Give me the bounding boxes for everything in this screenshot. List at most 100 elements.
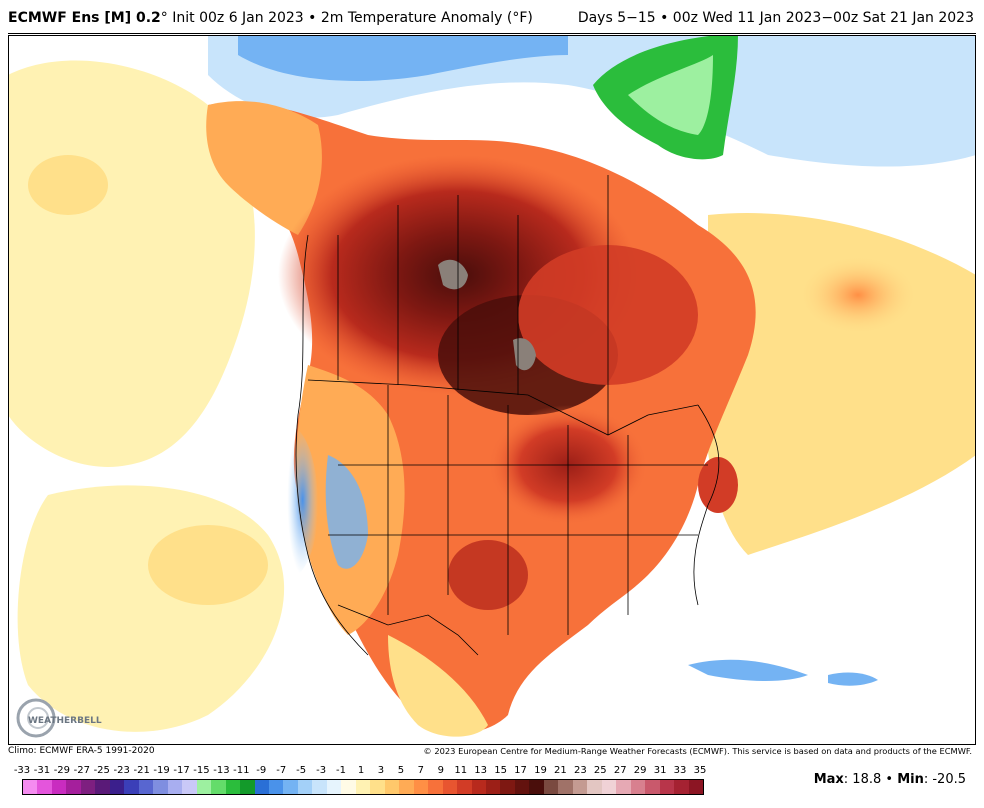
colorbar-swatch bbox=[109, 780, 125, 794]
colorbar-tick-label: 19 bbox=[534, 765, 547, 776]
colorbar-tick-label: 33 bbox=[673, 765, 687, 776]
header-divider bbox=[8, 33, 976, 34]
pacific-blob-1 bbox=[148, 525, 268, 605]
colorbar-tick-label: -19 bbox=[153, 765, 170, 776]
colorbar-tick-label: 5 bbox=[397, 765, 405, 776]
colorbar-tick-label: -29 bbox=[53, 765, 71, 776]
degree-symbol: ° bbox=[160, 10, 168, 26]
colorbar-tick-label: 9 bbox=[437, 765, 444, 776]
mexico-mild bbox=[388, 635, 488, 737]
colorbar-swatch bbox=[572, 780, 588, 794]
colorbar-swatch bbox=[297, 780, 313, 794]
map-title: ECMWF Ens [M] 0.2° Init 00z 6 Jan 2023 •… bbox=[8, 10, 533, 26]
colorbar-swatch bbox=[457, 780, 472, 794]
colorbar-swatch bbox=[283, 780, 298, 794]
map-header: ECMWF Ens [M] 0.2° Init 00z 6 Jan 2023 •… bbox=[0, 0, 984, 34]
colorbar-tick-label: -23 bbox=[113, 765, 130, 776]
colorbar-swatch bbox=[182, 780, 197, 794]
colorbar-swatch bbox=[51, 780, 67, 794]
colorbar-tick-label: -7 bbox=[276, 765, 287, 776]
colorbar-tick-label: -33 bbox=[13, 765, 31, 776]
logo-text: WEATHERBELL bbox=[28, 716, 102, 726]
coastline-east bbox=[693, 404, 720, 606]
colorbar-tick-label: 1 bbox=[357, 765, 365, 776]
colorbar-swatch bbox=[268, 780, 284, 794]
us-mexico-border bbox=[337, 604, 479, 656]
colorbar-swatch bbox=[413, 780, 429, 794]
colorbar-swatch bbox=[138, 780, 154, 794]
colorbar-tick-label: -9 bbox=[256, 765, 267, 776]
borders bbox=[295, 175, 720, 656]
colorbar-tick-label: 7 bbox=[417, 765, 424, 776]
colorbar-swatch bbox=[645, 780, 660, 794]
colorbar-swatch bbox=[674, 780, 689, 794]
colorbar-swatch bbox=[23, 780, 38, 794]
colorbar-tick-label: 11 bbox=[454, 765, 468, 776]
southern-plains-warm bbox=[448, 540, 528, 610]
colorbar-swatch bbox=[558, 780, 573, 794]
colorbar-swatch bbox=[66, 780, 81, 794]
pacific-blob-2 bbox=[28, 155, 108, 215]
colorbar-swatch bbox=[341, 780, 356, 794]
hispaniola bbox=[828, 672, 878, 686]
colorbar-swatch bbox=[384, 780, 400, 794]
max-value: : 18.8 • bbox=[843, 772, 898, 787]
logo-swirl bbox=[16, 698, 56, 738]
colorbar-swatch bbox=[587, 780, 602, 794]
great-basin-cool bbox=[325, 455, 368, 569]
colorbar-swatch bbox=[630, 780, 646, 794]
max-label: Max bbox=[813, 772, 844, 787]
colorbar-swatch bbox=[659, 780, 675, 794]
anomaly-map: WEATHERBELL bbox=[8, 35, 976, 745]
colorbar-swatch bbox=[240, 780, 255, 794]
mid-atlantic-warm bbox=[698, 457, 738, 513]
state-lines bbox=[328, 385, 708, 635]
west-coast-cool bbox=[287, 425, 318, 575]
colorbar-swatch bbox=[471, 780, 486, 794]
colorbar-swatch bbox=[688, 780, 704, 794]
colorbar-tick-label: 31 bbox=[653, 765, 667, 776]
arctic-cold-band bbox=[238, 35, 568, 81]
colorbar-ticks: -33 -31 -29 -27 -25 -23 -21 -19 -17 -15 -13 -11 -9 -7… bbox=[12, 765, 712, 779]
colorbar-swatch bbox=[326, 780, 342, 794]
logo-swirl-inner bbox=[27, 707, 49, 729]
colorbar-swatch bbox=[529, 780, 544, 794]
colorbar-swatch bbox=[514, 780, 530, 794]
min-label: Min bbox=[897, 772, 924, 787]
colorbar-tick-label: -31 bbox=[33, 765, 51, 776]
colorbar-swatch bbox=[124, 780, 139, 794]
colorbar-tick-label: 21 bbox=[554, 765, 567, 776]
map-footer: Climo: ECMWF ERA-5 1991-2020 © 2023 Euro… bbox=[0, 745, 984, 808]
colorbar-swatch bbox=[500, 780, 515, 794]
weatherbell-logo: WEATHERBELL bbox=[16, 698, 102, 738]
colorbar-tick-label: -3 bbox=[316, 765, 327, 776]
colorbar-tick-label: -17 bbox=[173, 765, 190, 776]
colorbar-swatch bbox=[616, 780, 631, 794]
lake-winnipeg-mask bbox=[513, 338, 536, 371]
colorbar-swatch bbox=[167, 780, 183, 794]
colorbar-swatch bbox=[428, 780, 443, 794]
atlantic-hot-core bbox=[798, 255, 918, 335]
climo-note: Climo: ECMWF ERA-5 1991-2020 bbox=[8, 746, 155, 756]
alaska-land bbox=[206, 101, 322, 235]
colorbar-tick-label: 17 bbox=[514, 765, 527, 776]
colorbar-swatch bbox=[442, 780, 458, 794]
greenland-core bbox=[628, 55, 713, 135]
colorbar-swatch bbox=[543, 780, 559, 794]
colorbar-swatch bbox=[225, 780, 241, 794]
colorbar-tick-label: -15 bbox=[193, 765, 210, 776]
max-min-readout: Max: 18.8 • Min: -20.5 bbox=[814, 772, 966, 787]
colorbar-swatch bbox=[37, 780, 52, 794]
colorbar-tick-label: -1 bbox=[336, 765, 347, 776]
colorbar-swatch bbox=[486, 780, 501, 794]
us-canada-border bbox=[307, 379, 699, 436]
colorbar-swatch bbox=[196, 780, 212, 794]
copyright-note: © 2023 European Centre for Medium-Range … bbox=[423, 746, 972, 756]
cuba bbox=[688, 659, 808, 681]
colorbar-swatch bbox=[80, 780, 96, 794]
colorbar-tick-label: -11 bbox=[233, 765, 250, 776]
colorbar-swatch bbox=[95, 780, 110, 794]
colorbar-tick-label: -27 bbox=[73, 765, 90, 776]
colorbar-tick-label: -21 bbox=[133, 765, 150, 776]
colorbar-swatch bbox=[312, 780, 327, 794]
